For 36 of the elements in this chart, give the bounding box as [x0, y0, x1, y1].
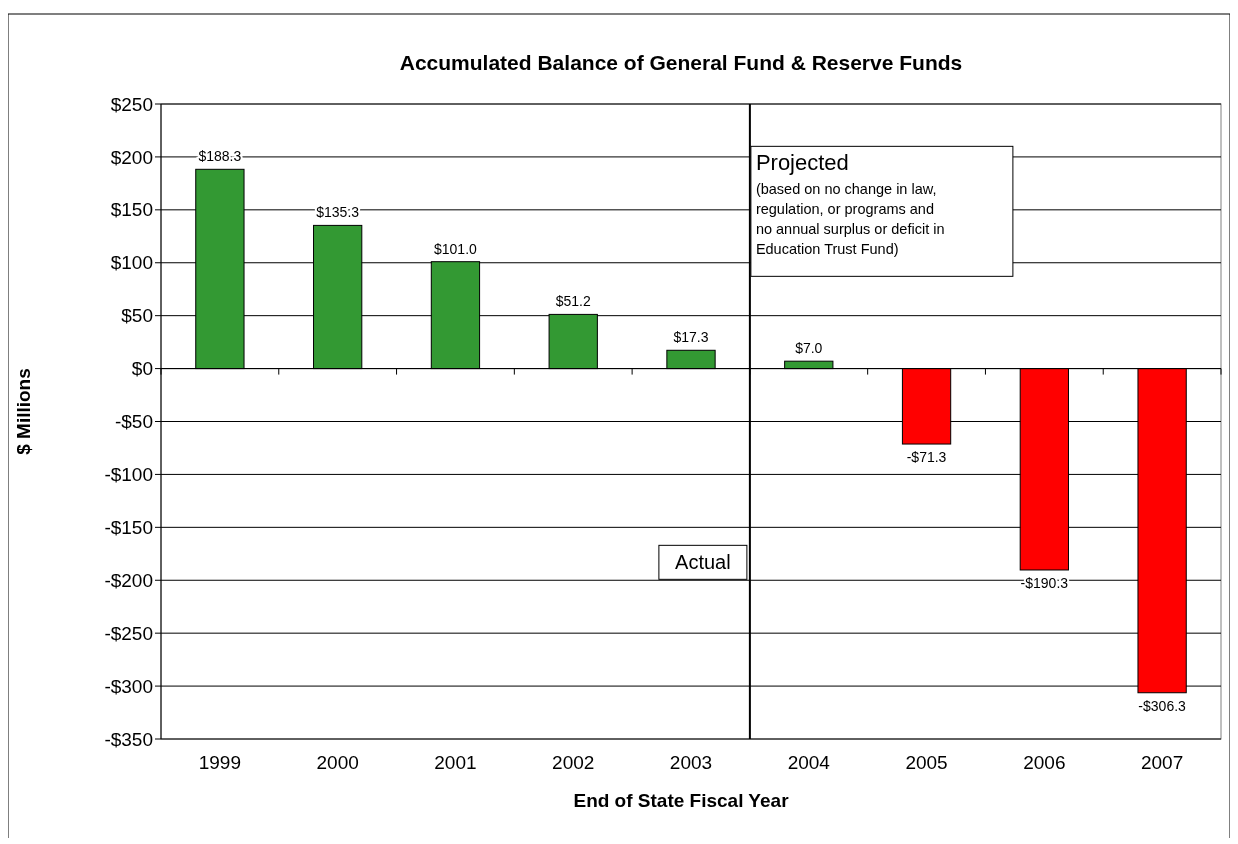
y-tick-label: -$300 [104, 675, 153, 697]
x-tick-label: 2004 [787, 752, 831, 773]
y-tick-label: -$50 [114, 411, 153, 433]
x-tick-label: 2000 [316, 752, 359, 773]
y-tick-label: -$100 [104, 464, 153, 486]
x-tick-label: 1999 [198, 752, 242, 773]
data-label: $101.0 [434, 240, 478, 257]
x-tick-label: 2007 [1140, 752, 1184, 773]
x-tick-label: 2005 [905, 752, 948, 773]
data-label: -$306.3 [1138, 697, 1187, 714]
y-tick-label: -$250 [104, 622, 153, 644]
annotation: (based on no change in law, regulation, or programs and no annual surplus or deficit in Education Trust Fund) [755, 181, 945, 258]
y-tick-label: -$350 [104, 728, 153, 750]
y-tick-label: $150 [110, 199, 153, 221]
y-tick-label: $50 [121, 305, 153, 327]
y-tick-label: -$200 [104, 569, 153, 591]
x-tick-label: 2006 [1023, 752, 1066, 773]
annotation: Projected [755, 150, 849, 176]
x-axis-title: End of State Fiscal Year [573, 790, 790, 811]
y-tick-label: -$150 [104, 516, 153, 538]
x-tick-label: 2002 [552, 752, 595, 773]
x-tick-label: 2001 [434, 752, 477, 773]
data-label: $7.0 [795, 340, 823, 357]
chart-title: Accumulated Balance of General Fund & Reserve Funds [399, 51, 963, 74]
annotation: Actual [675, 551, 731, 574]
callout-box: Actual [658, 544, 748, 580]
x-tick-label: 2003 [669, 752, 713, 773]
y-tick-label: $250 [110, 93, 153, 115]
y-tick-label: $200 [110, 146, 153, 168]
data-label: -$71.3 [906, 449, 947, 466]
data-label: $17.3 [673, 329, 709, 346]
callout-box: Projected (based on no change in law, regulation, or programs and no annual surplus or deficit in Education Trust Fund) [750, 145, 1014, 277]
y-tick-label: $0 [131, 358, 153, 380]
y-axis-title: $ Millions [13, 368, 34, 455]
data-label: $51.2 [555, 293, 591, 310]
y-tick-label: $100 [110, 252, 153, 274]
